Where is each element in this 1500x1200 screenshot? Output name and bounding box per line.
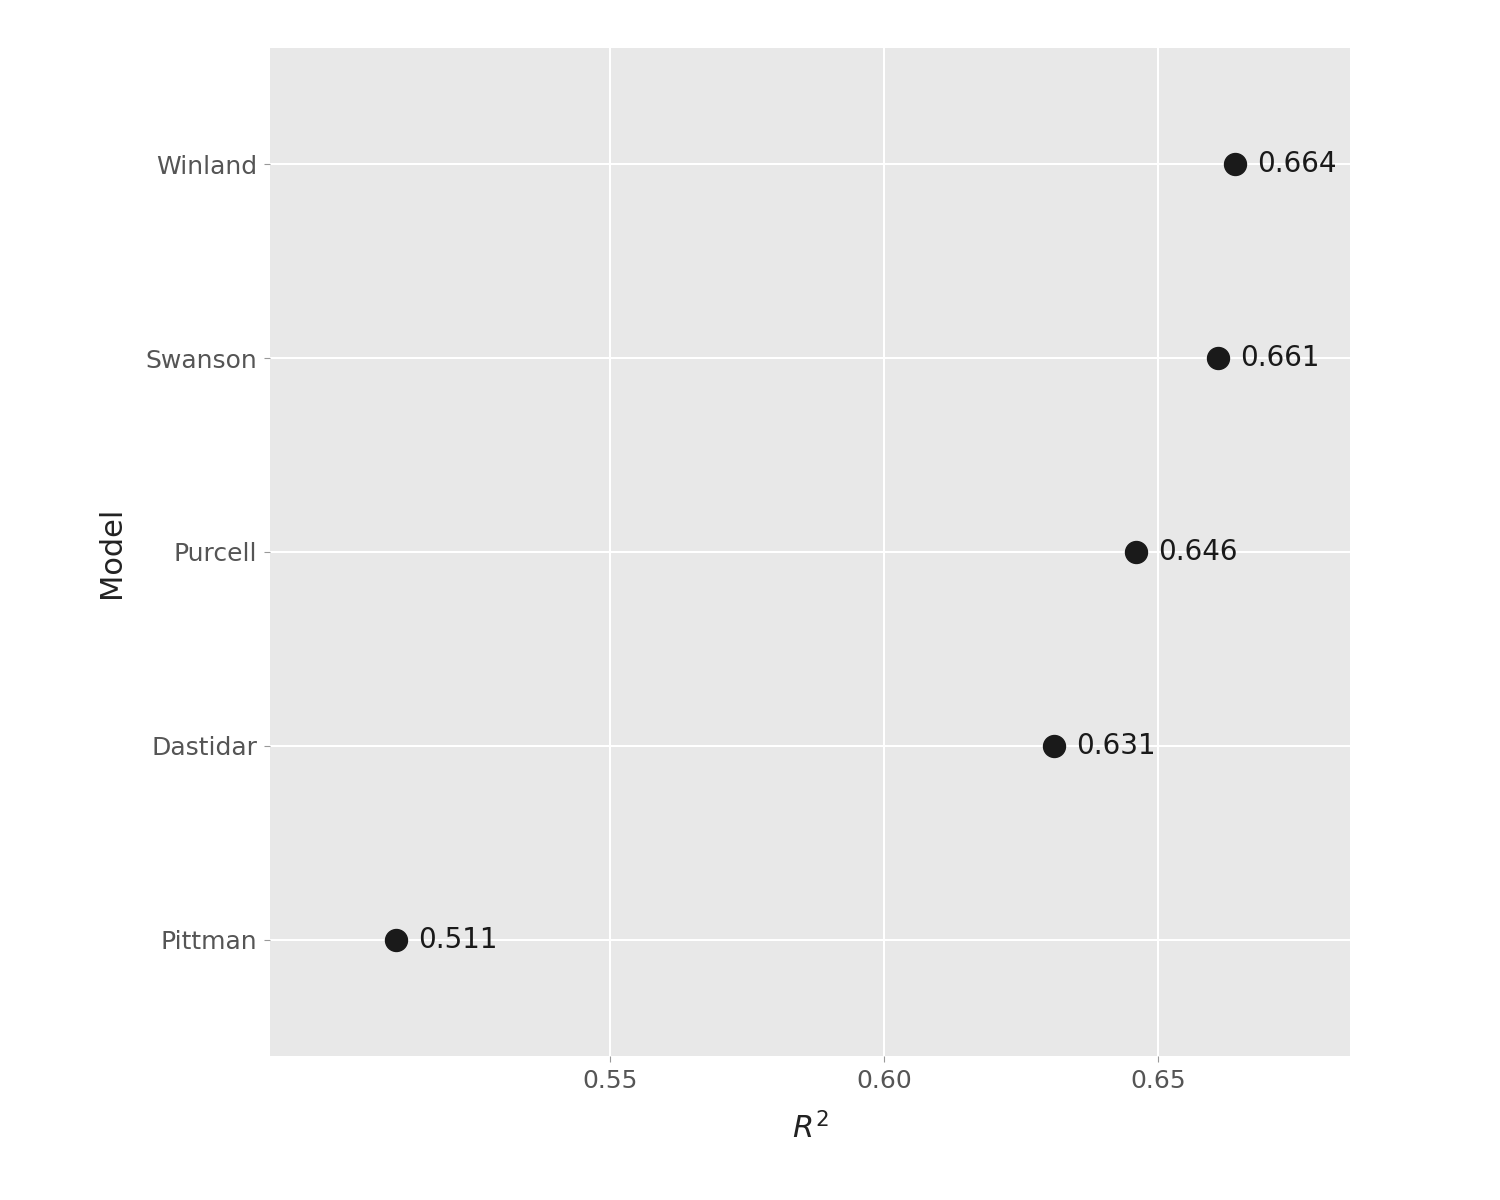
Point [1124,542,1148,562]
X-axis label: $R^2$: $R^2$ [792,1112,828,1145]
Text: 0.661: 0.661 [1240,344,1320,372]
Point [1042,737,1066,756]
Point [1206,348,1230,367]
Point [384,930,408,949]
Text: 0.646: 0.646 [1158,538,1238,566]
Text: 0.631: 0.631 [1076,732,1155,760]
Text: 0.511: 0.511 [419,925,498,954]
Point [1222,155,1246,174]
Text: 0.664: 0.664 [1257,150,1336,179]
Y-axis label: Model: Model [98,506,126,598]
